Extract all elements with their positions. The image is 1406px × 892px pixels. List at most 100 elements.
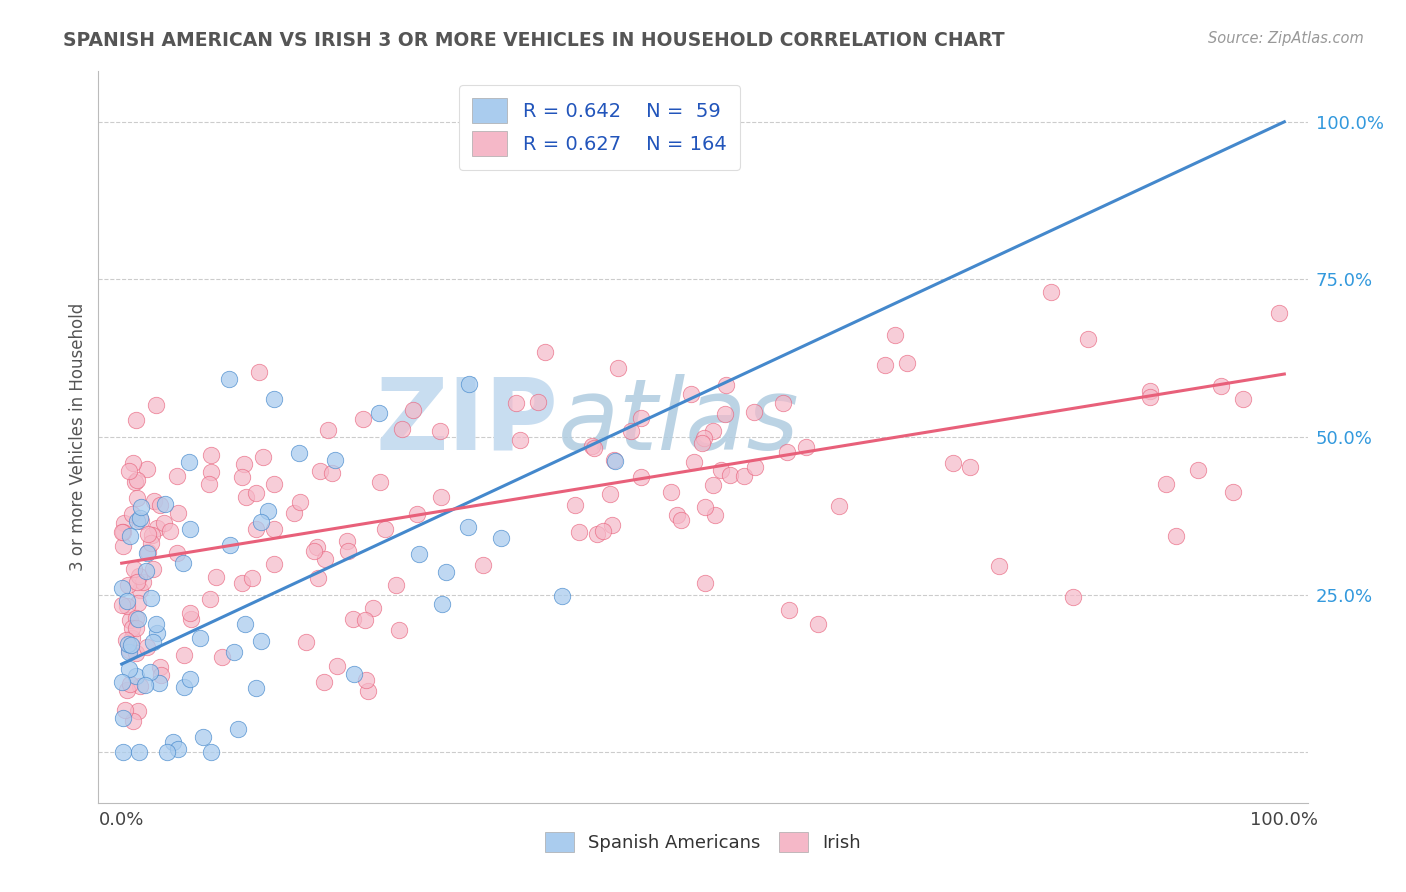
Point: [714, 378, 737, 392]
Text: SPANISH AMERICAN VS IRISH 3 OR MORE VEHICLES IN HOUSEHOLD CORRELATION CHART: SPANISH AMERICAN VS IRISH 3 OR MORE VEHI…: [63, 31, 1005, 50]
Point: [314, 551, 336, 566]
Point: [111, 599, 134, 613]
Point: [245, 522, 267, 536]
Point: [828, 499, 851, 513]
Point: [603, 452, 626, 467]
Point: [148, 676, 170, 690]
Point: [405, 507, 427, 521]
Point: [402, 403, 425, 417]
Point: [125, 621, 148, 635]
Point: [316, 423, 339, 437]
Point: [336, 533, 359, 548]
Point: [118, 645, 141, 659]
Point: [429, 425, 451, 439]
Point: [693, 500, 716, 514]
Point: [132, 575, 155, 590]
Point: [146, 626, 169, 640]
Point: [191, 730, 214, 744]
Point: [288, 494, 311, 508]
Point: [883, 328, 905, 343]
Point: [162, 735, 184, 749]
Point: [128, 582, 150, 597]
Point: [138, 665, 160, 679]
Point: [1062, 591, 1084, 605]
Point: [166, 469, 188, 483]
Point: [136, 544, 159, 558]
Point: [149, 498, 172, 512]
Point: [1166, 529, 1188, 543]
Point: [167, 741, 190, 756]
Point: [179, 673, 201, 687]
Point: [568, 524, 591, 539]
Point: [1268, 305, 1291, 319]
Point: [200, 465, 222, 479]
Point: [583, 441, 606, 455]
Point: [145, 398, 167, 412]
Point: [592, 524, 614, 539]
Point: [112, 525, 135, 540]
Point: [141, 591, 163, 605]
Point: [302, 543, 325, 558]
Point: [679, 387, 702, 401]
Point: [326, 659, 349, 673]
Point: [505, 396, 527, 410]
Point: [776, 444, 799, 458]
Point: [352, 412, 374, 426]
Point: [772, 396, 794, 410]
Point: [114, 703, 136, 717]
Point: [219, 538, 242, 552]
Point: [173, 680, 195, 694]
Point: [703, 508, 725, 523]
Point: [600, 517, 623, 532]
Point: [342, 612, 364, 626]
Point: [141, 535, 163, 549]
Point: [153, 498, 176, 512]
Point: [218, 372, 240, 386]
Point: [129, 679, 152, 693]
Point: [718, 468, 741, 483]
Point: [136, 462, 159, 476]
Point: [336, 544, 359, 558]
Point: [128, 745, 150, 759]
Point: [1139, 384, 1161, 398]
Point: [742, 405, 765, 419]
Point: [257, 504, 280, 518]
Point: [117, 578, 139, 592]
Point: [211, 650, 233, 665]
Point: [374, 522, 396, 536]
Point: [111, 711, 134, 725]
Point: [744, 460, 766, 475]
Point: [142, 493, 165, 508]
Point: [141, 528, 163, 542]
Point: [354, 673, 377, 687]
Point: [1187, 463, 1209, 477]
Point: [124, 475, 146, 489]
Point: [200, 448, 222, 462]
Point: [138, 527, 160, 541]
Point: [142, 635, 165, 649]
Point: [146, 521, 169, 535]
Point: [603, 453, 626, 467]
Point: [354, 613, 377, 627]
Point: [385, 577, 408, 591]
Point: [190, 632, 212, 646]
Point: [198, 477, 221, 491]
Point: [429, 490, 451, 504]
Point: [436, 565, 458, 579]
Point: [942, 456, 965, 470]
Point: [1139, 390, 1161, 404]
Point: [117, 662, 139, 676]
Point: [263, 558, 285, 572]
Point: [361, 600, 384, 615]
Point: [288, 446, 311, 460]
Point: [233, 458, 256, 472]
Point: [585, 527, 607, 541]
Point: [471, 558, 494, 573]
Point: [702, 478, 724, 492]
Point: [1222, 485, 1244, 500]
Point: [1077, 332, 1099, 346]
Point: [873, 358, 896, 372]
Text: Source: ZipAtlas.com: Source: ZipAtlas.com: [1208, 31, 1364, 46]
Point: [127, 574, 149, 589]
Point: [357, 684, 380, 698]
